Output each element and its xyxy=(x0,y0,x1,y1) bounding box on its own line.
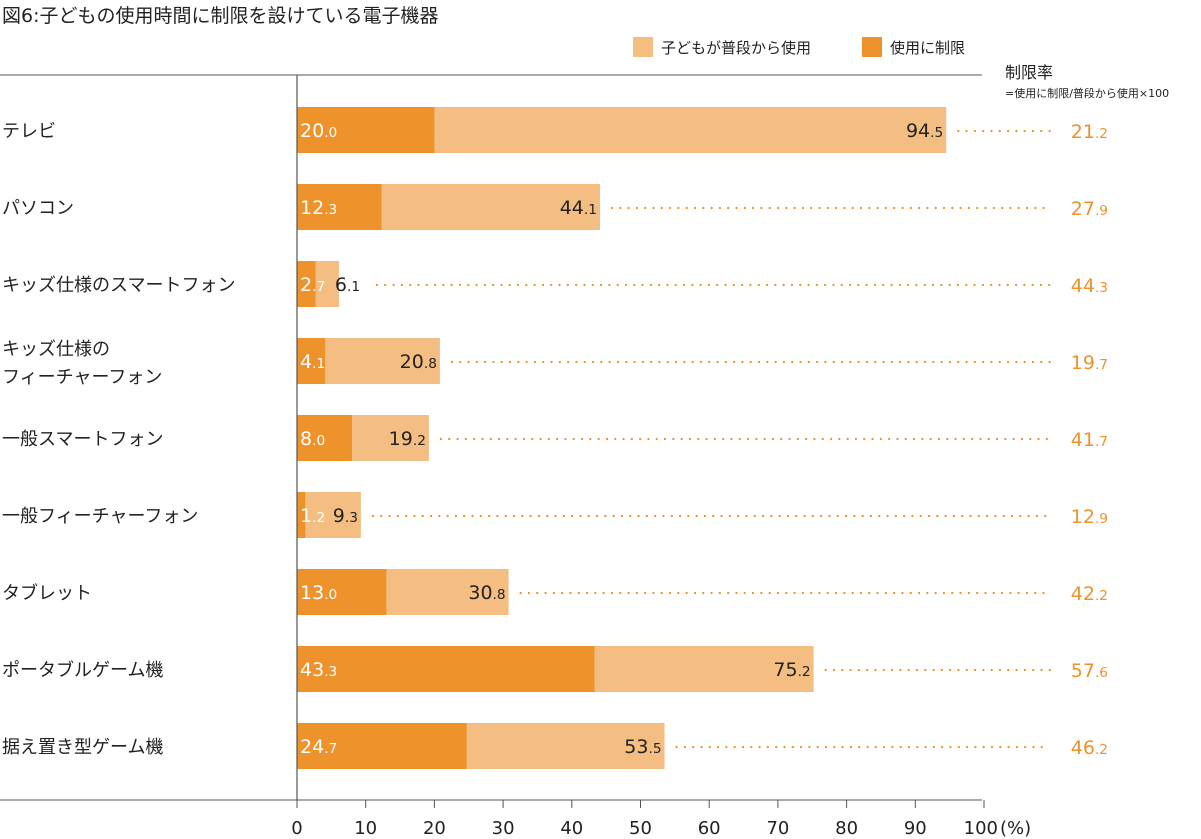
category-label: キッズ仕様のフィーチャーフォン xyxy=(2,339,162,388)
bar-limit xyxy=(297,646,595,692)
value-label-usage: 44.1 xyxy=(560,197,597,219)
bar-limit xyxy=(297,415,352,461)
x-tick-label: 40 xyxy=(560,818,583,839)
value-label-limit: 1.2 xyxy=(300,505,325,527)
category-label: 一般フィーチャーフォン xyxy=(2,506,198,527)
bar-limit xyxy=(297,261,316,307)
category-label: タブレット xyxy=(2,582,92,604)
x-tick-label: 0 xyxy=(291,818,302,839)
x-tick-label: 90 xyxy=(904,818,927,839)
value-label-usage: 19.2 xyxy=(389,428,426,450)
x-tick-label: 20 xyxy=(423,818,446,839)
legend: 子どもが普段から使用 使用に制限 xyxy=(633,37,965,57)
value-label-limit: 8.0 xyxy=(300,428,325,450)
rate-value: 44.3 xyxy=(1071,275,1108,297)
value-label-limit: 2.7 xyxy=(300,274,325,296)
rate-value: 42.2 xyxy=(1071,583,1108,605)
x-tick-label: 70 xyxy=(766,818,789,839)
rate-value: 19.7 xyxy=(1071,352,1108,374)
x-tick-label: 80 xyxy=(835,818,858,839)
rate-value: 46.2 xyxy=(1071,737,1108,759)
rate-leaders xyxy=(371,129,1052,749)
category-labels: テレビパソコンキッズ仕様のスマートフォンキッズ仕様のフィーチャーフォン一般スマー… xyxy=(2,121,235,758)
bar-limit xyxy=(297,184,382,230)
category-label: ポータブルゲーム機 xyxy=(2,659,163,681)
value-label-limit: 24.7 xyxy=(300,736,337,758)
value-label-usage: 94.5 xyxy=(906,120,943,142)
rate-value: 21.2 xyxy=(1071,121,1108,143)
legend-label-limit: 使用に制限 xyxy=(890,39,965,57)
category-label: キッズ仕様のスマートフォン xyxy=(2,275,235,296)
value-labels: 20.0 94.5 12.3 44.1 2.7 6.1 4.1 20.8 8.0 19.2 1.2 9… xyxy=(300,120,943,758)
value-label-usage: 20.8 xyxy=(400,351,437,373)
x-tick-label: 60 xyxy=(698,818,721,839)
category-label: テレビ xyxy=(2,121,56,142)
bar-limit xyxy=(297,107,435,153)
rate-value: 12.9 xyxy=(1071,506,1108,528)
bar-limit xyxy=(297,338,326,384)
legend-label-usage: 子どもが普段から使用 xyxy=(661,39,811,57)
x-tick-label: 50 xyxy=(629,818,652,839)
bar-limit xyxy=(297,492,306,538)
value-label-usage: 9.3 xyxy=(333,505,358,527)
x-unit-label: (%) xyxy=(1000,818,1031,839)
rate-value: 57.6 xyxy=(1071,660,1108,682)
bar-limit xyxy=(297,723,467,769)
rate-value: 27.9 xyxy=(1071,198,1108,220)
x-tick-label: 30 xyxy=(492,818,515,839)
x-axis: 0 10 20 30 40 50 60 70 80 90 100 (%) xyxy=(291,800,1031,839)
chart-title: 図6:子どもの使用時間に制限を設けている電子機器 xyxy=(2,5,439,27)
category-label: 一般スマートフォン xyxy=(2,429,163,450)
value-label-usage: 53.5 xyxy=(624,736,661,758)
rate-labels: 21.2 27.9 44.3 19.7 41.7 12.9 42.2 57.6 46.2 xyxy=(1071,121,1108,759)
value-label-limit: 20.0 xyxy=(300,120,337,142)
rate-formula: =使用に制限/普段から使用×100 xyxy=(1005,86,1169,100)
value-label-limit: 12.3 xyxy=(300,197,337,219)
value-label-usage: 30.8 xyxy=(468,582,505,604)
rate-header: 制限率 xyxy=(1005,63,1053,82)
value-label-usage: 6.1 xyxy=(335,274,360,296)
category-label: パソコン xyxy=(2,198,74,219)
bar-usage xyxy=(297,492,361,538)
legend-swatch-usage xyxy=(633,37,653,57)
value-label-limit: 4.1 xyxy=(300,351,325,373)
x-tick-label: 100 xyxy=(964,818,998,839)
legend-swatch-limit xyxy=(862,37,882,57)
rate-value: 41.7 xyxy=(1071,429,1108,451)
x-tick-label: 10 xyxy=(354,818,377,839)
value-label-limit: 13.0 xyxy=(300,582,337,604)
value-label-limit: 43.3 xyxy=(300,659,337,681)
category-label: 据え置き型ゲーム機 xyxy=(2,737,163,758)
bar-limit xyxy=(297,569,387,615)
value-label-usage: 75.2 xyxy=(773,659,810,681)
bars xyxy=(297,107,947,769)
